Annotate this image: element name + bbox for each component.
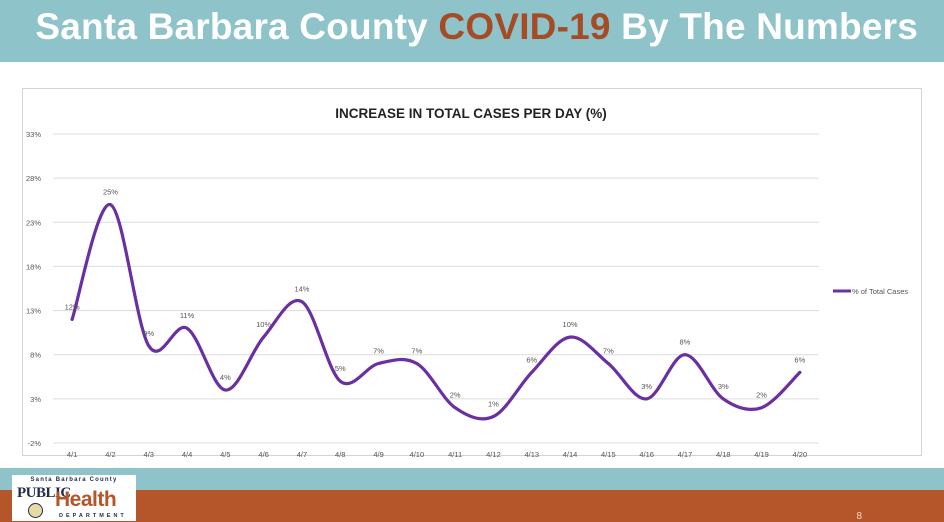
- page-number: 8: [856, 511, 862, 522]
- data-label: 3%: [641, 382, 652, 391]
- data-point: [415, 362, 419, 366]
- title-suffix: By The Numbers: [621, 6, 918, 47]
- logo-public-text: PUBLIC: [17, 485, 71, 501]
- data-label: 12%: [65, 302, 80, 311]
- data-point: [70, 317, 74, 321]
- y-axis-ticks: -2% 3% 8% 13% 18% 23% 28% 33%: [26, 130, 41, 448]
- data-label: 1%: [488, 400, 499, 409]
- x-tick-label: 4/19: [754, 450, 769, 457]
- chart-panel: INCREASE IN TOTAL CASES PER DAY (%) -2% 3…: [22, 88, 922, 457]
- data-label: 4%: [220, 373, 231, 382]
- legend-label: % of Total Cases: [852, 287, 908, 296]
- x-tick-label: 4/7: [297, 450, 307, 457]
- logo-health-text: Health: [55, 488, 117, 511]
- x-tick-label: 4/2: [105, 450, 115, 457]
- y-tick-label: 33%: [26, 130, 41, 139]
- x-tick-label: 4/3: [144, 450, 154, 457]
- data-point: [568, 335, 572, 339]
- data-point: [530, 370, 534, 374]
- data-label: 7%: [603, 347, 614, 356]
- y-tick-label: 8%: [30, 351, 41, 360]
- data-labels: 12% 25% 9% 11% 4% 10% 14% 5% 7% 7% 2% 1% 6% 10% 7% 3% 8%…: [65, 188, 806, 419]
- chart-title: INCREASE IN TOTAL CASES PER DAY (%): [335, 106, 607, 121]
- y-tick-label: 23%: [26, 218, 41, 227]
- y-tick-label: 18%: [26, 262, 41, 271]
- gridlines: [53, 133, 819, 444]
- data-point: [377, 362, 381, 366]
- x-tick-label: 4/6: [258, 450, 268, 457]
- data-label: 7%: [411, 347, 422, 356]
- data-label: 11%: [180, 311, 195, 320]
- data-point: [606, 362, 610, 366]
- data-label: 6%: [526, 355, 537, 364]
- data-label: 2%: [450, 391, 461, 400]
- x-tick-label: 4/15: [601, 450, 616, 457]
- data-point: [338, 379, 342, 383]
- footer-band-bottom: [0, 490, 944, 522]
- series-line: [70, 203, 802, 421]
- data-label: 2%: [756, 391, 767, 400]
- title-accent: COVID-19: [438, 6, 611, 47]
- data-point: [645, 397, 649, 401]
- data-point: [108, 203, 112, 207]
- y-tick-label: 13%: [26, 307, 41, 316]
- x-tick-label: 4/20: [793, 450, 808, 457]
- data-point: [798, 370, 802, 374]
- data-point: [683, 353, 687, 357]
- data-point: [491, 415, 495, 419]
- x-axis-ticks: 4/1 4/2 4/3 4/4 4/5 4/6 4/7 4/8 4/9 4/10 4/11 4/12 4…: [67, 450, 807, 457]
- data-point: [185, 326, 189, 330]
- x-tick-label: 4/9: [373, 450, 383, 457]
- data-point: [721, 397, 725, 401]
- footer-band-top: [0, 468, 944, 490]
- data-label: 9%: [143, 329, 154, 338]
- data-point: [147, 344, 151, 348]
- x-tick-label: 4/12: [486, 450, 501, 457]
- county-seal-icon: [28, 503, 43, 518]
- data-point: [760, 406, 764, 410]
- y-tick-label: 28%: [26, 174, 41, 183]
- line-chart: INCREASE IN TOTAL CASES PER DAY (%) -2% 3…: [26, 106, 908, 457]
- title-prefix: Santa Barbara County: [35, 6, 428, 47]
- x-tick-label: 4/10: [410, 450, 425, 457]
- data-point: [453, 406, 457, 410]
- x-tick-label: 4/4: [182, 450, 192, 457]
- legend: % of Total Cases: [833, 287, 908, 296]
- y-tick-label: 3%: [30, 395, 41, 404]
- data-label: 6%: [794, 355, 805, 364]
- logo-county-text: Santa Barbara County: [30, 477, 118, 483]
- data-label: 10%: [256, 320, 271, 329]
- x-tick-label: 4/13: [524, 450, 539, 457]
- x-tick-label: 4/1: [67, 450, 77, 457]
- data-label: 10%: [563, 320, 578, 329]
- data-label: 8%: [680, 338, 691, 347]
- data-label: 14%: [294, 285, 309, 294]
- x-tick-label: 4/16: [639, 450, 654, 457]
- public-health-logo: Santa Barbara County PUBLIC Health DEPAR…: [12, 475, 136, 521]
- y-tick-label: -2%: [28, 439, 42, 448]
- page-title: Santa Barbara County COVID-19 By The Num…: [0, 6, 944, 48]
- data-point: [262, 335, 266, 339]
- data-label: 7%: [373, 347, 384, 356]
- x-tick-label: 4/11: [448, 450, 462, 457]
- logo-department-text: DEPARTMENT: [59, 513, 127, 519]
- data-point: [223, 388, 227, 392]
- title-banner: Santa Barbara County COVID-19 By The Num…: [0, 0, 944, 62]
- x-tick-label: 4/17: [678, 450, 693, 457]
- x-tick-label: 4/18: [716, 450, 731, 457]
- data-label: 3%: [718, 382, 729, 391]
- data-label: 25%: [103, 188, 118, 197]
- x-tick-label: 4/8: [335, 450, 345, 457]
- x-tick-label: 4/5: [220, 450, 230, 457]
- data-point: [300, 300, 304, 304]
- x-tick-label: 4/14: [563, 450, 578, 457]
- data-label: 5%: [335, 364, 346, 373]
